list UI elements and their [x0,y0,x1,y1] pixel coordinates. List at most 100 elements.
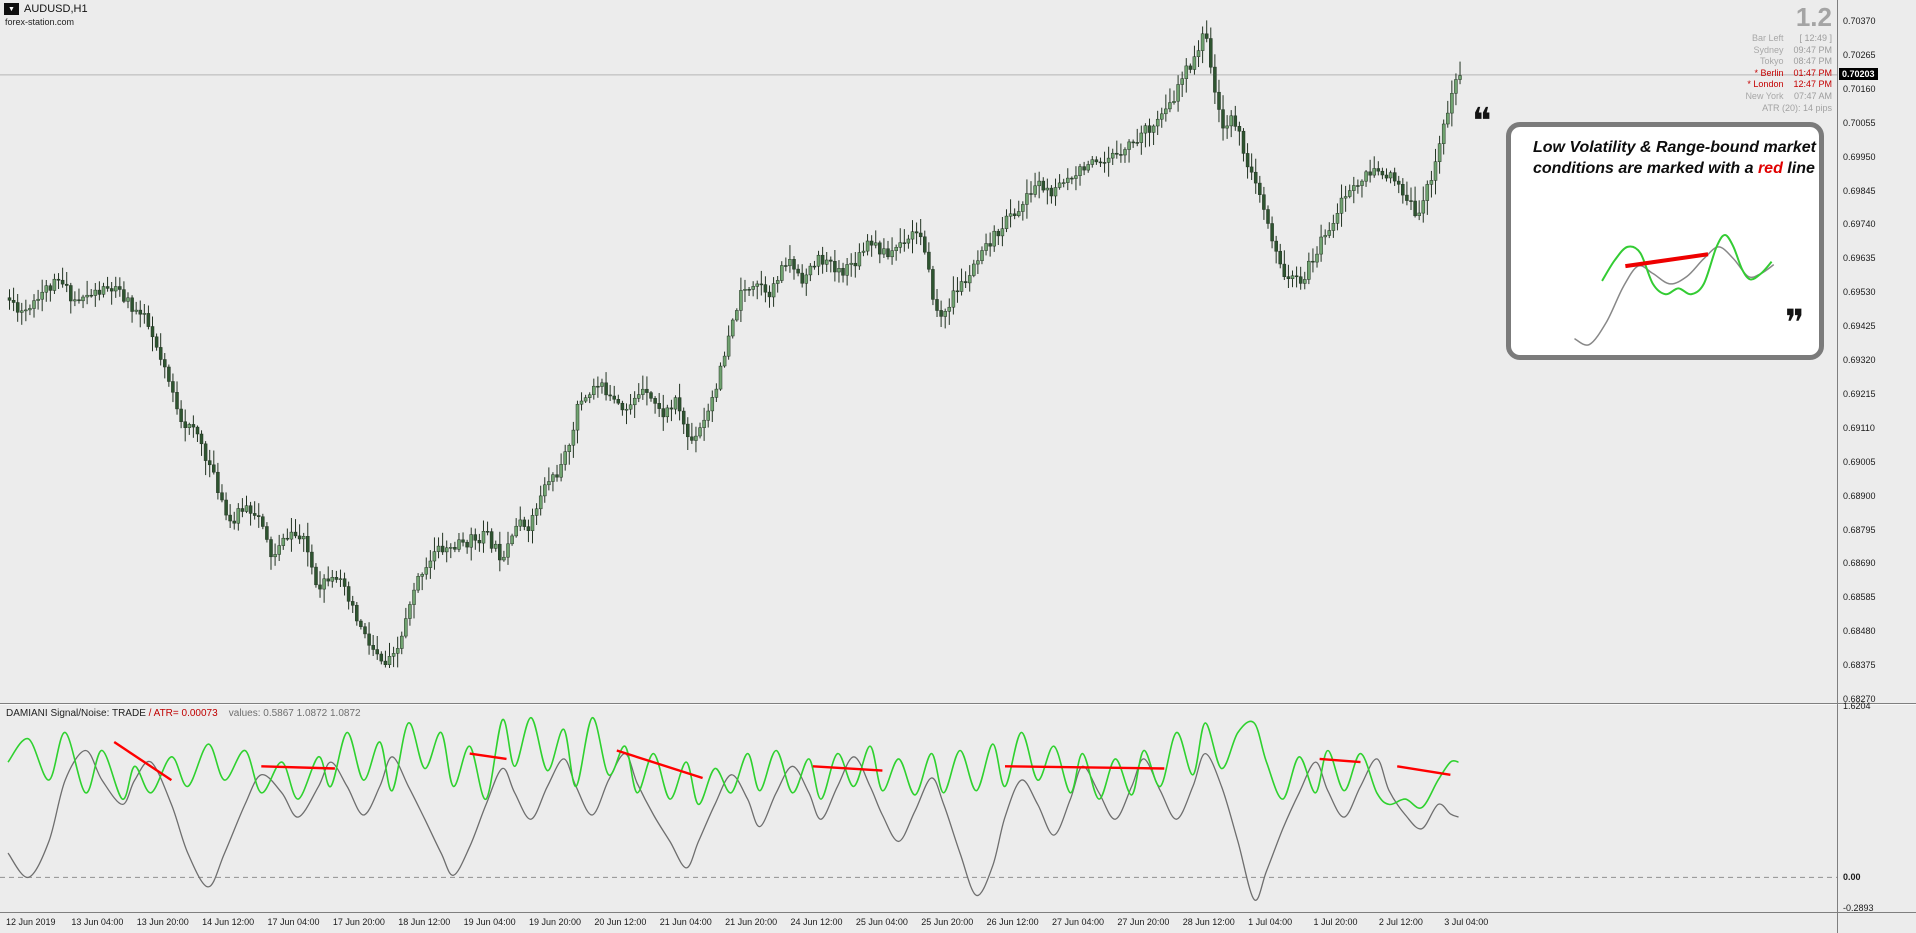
candle-body [563,451,567,465]
candle-body [1074,175,1078,179]
candle-body [1249,166,1254,173]
damiani-signal-line [7,716,1459,809]
candle-body [910,231,915,240]
candle-body [1200,33,1205,51]
candle-body [1188,65,1193,70]
candle-body [1278,250,1282,265]
candle-body [988,243,992,247]
candle-body [477,540,482,544]
candle-body [252,513,257,516]
mini-noise-line [1574,247,1773,345]
price-axis-label: 0.69950 [1843,151,1876,162]
candle-body [1298,276,1303,284]
candle-body [69,285,73,302]
candle-body [620,402,625,411]
indicator-atr-value: / ATR= 0.00073 [148,708,218,719]
damiani-flat-red-line [616,749,703,780]
candle-body [1045,187,1050,191]
candle-body [1217,91,1221,110]
annotation-callout: Low Volatility & Range-bound market cond… [1506,122,1824,360]
symbol-dropdown-button[interactable]: ▼ [4,3,19,15]
date-axis-label: 19 Jun 04:00 [463,917,516,927]
candle-body [342,578,347,587]
candle-body [824,259,829,265]
candle-body [1164,108,1168,115]
candle-body [289,531,294,540]
mini-signal-line [1602,235,1772,294]
candle-body [608,394,612,397]
candle-body [775,280,780,284]
template-version: 1.2 [1795,2,1832,32]
candle-body [371,645,375,650]
candle-body [873,242,878,246]
date-axis-label: 1 Jul 20:00 [1313,917,1358,927]
candle-body [869,240,874,246]
candle-body [20,310,24,313]
candle-body [702,419,706,428]
price-axis-label: 0.69320 [1843,355,1876,365]
candle-body [1151,125,1156,133]
candle-body [146,313,151,327]
candle-body [265,526,269,540]
candle-body [379,653,384,662]
candle-body [85,294,89,298]
candle-body [126,297,130,302]
date-axis-label: 3 Jul 04:00 [1444,917,1489,927]
candle-body [338,578,343,580]
indicator-axis-label: 1.6204 [1843,701,1871,711]
candle-body [726,335,731,357]
candle-body [1155,118,1160,127]
candle-body [743,289,747,291]
candle-body [1090,159,1095,165]
candle-body [636,394,641,399]
candle-body [498,543,502,561]
candle-body [440,545,445,553]
date-axis-label: 20 Jun 12:00 [594,917,647,927]
candle-body [122,289,126,302]
date-axis-label: 14 Jun 12:00 [202,917,255,927]
candle-body [105,286,110,289]
candle-body [992,230,996,247]
candle-body [383,660,388,665]
candle-body [391,653,396,657]
damiani-flat-red-line [1004,765,1165,770]
candle-body [489,531,494,549]
candle-body [1176,84,1180,102]
candle-body [1458,75,1462,80]
candle-body [310,551,314,568]
candle-body [1123,149,1127,156]
candle-body [628,404,633,410]
candle-body [1303,279,1307,284]
candle-body [1454,79,1458,94]
candle-body [800,272,804,284]
candle-body [73,299,77,302]
session-time: 08:47 PM [1793,56,1832,66]
candle-body [48,285,53,291]
session-time: [ 12:49 ] [1799,33,1832,43]
candle-body [567,445,572,452]
candle-body [604,382,608,396]
candle-body [1172,101,1176,103]
candle-body [845,264,849,276]
candle-body [1392,172,1397,182]
candle-body [481,531,486,544]
price-axis-label: 0.68585 [1843,592,1876,603]
price-axis-label: 0.69530 [1843,287,1876,298]
candle-body [612,395,616,400]
candle-body [1343,196,1348,199]
candle-body [150,326,155,338]
damiani-indicator-group [0,716,1837,901]
price-axis-label: 0.69110 [1843,422,1875,433]
candle-body [849,262,853,265]
candle-body [506,543,510,558]
candle-body [293,531,298,537]
candle-body [493,543,498,549]
candle-body [334,577,339,580]
candle-body [1094,159,1099,163]
session-time: 01:47 PM [1793,67,1832,78]
candle-body [93,289,98,296]
candle-body [796,268,800,274]
candle-body [28,308,32,311]
price-axis-label: 0.69845 [1843,185,1876,196]
